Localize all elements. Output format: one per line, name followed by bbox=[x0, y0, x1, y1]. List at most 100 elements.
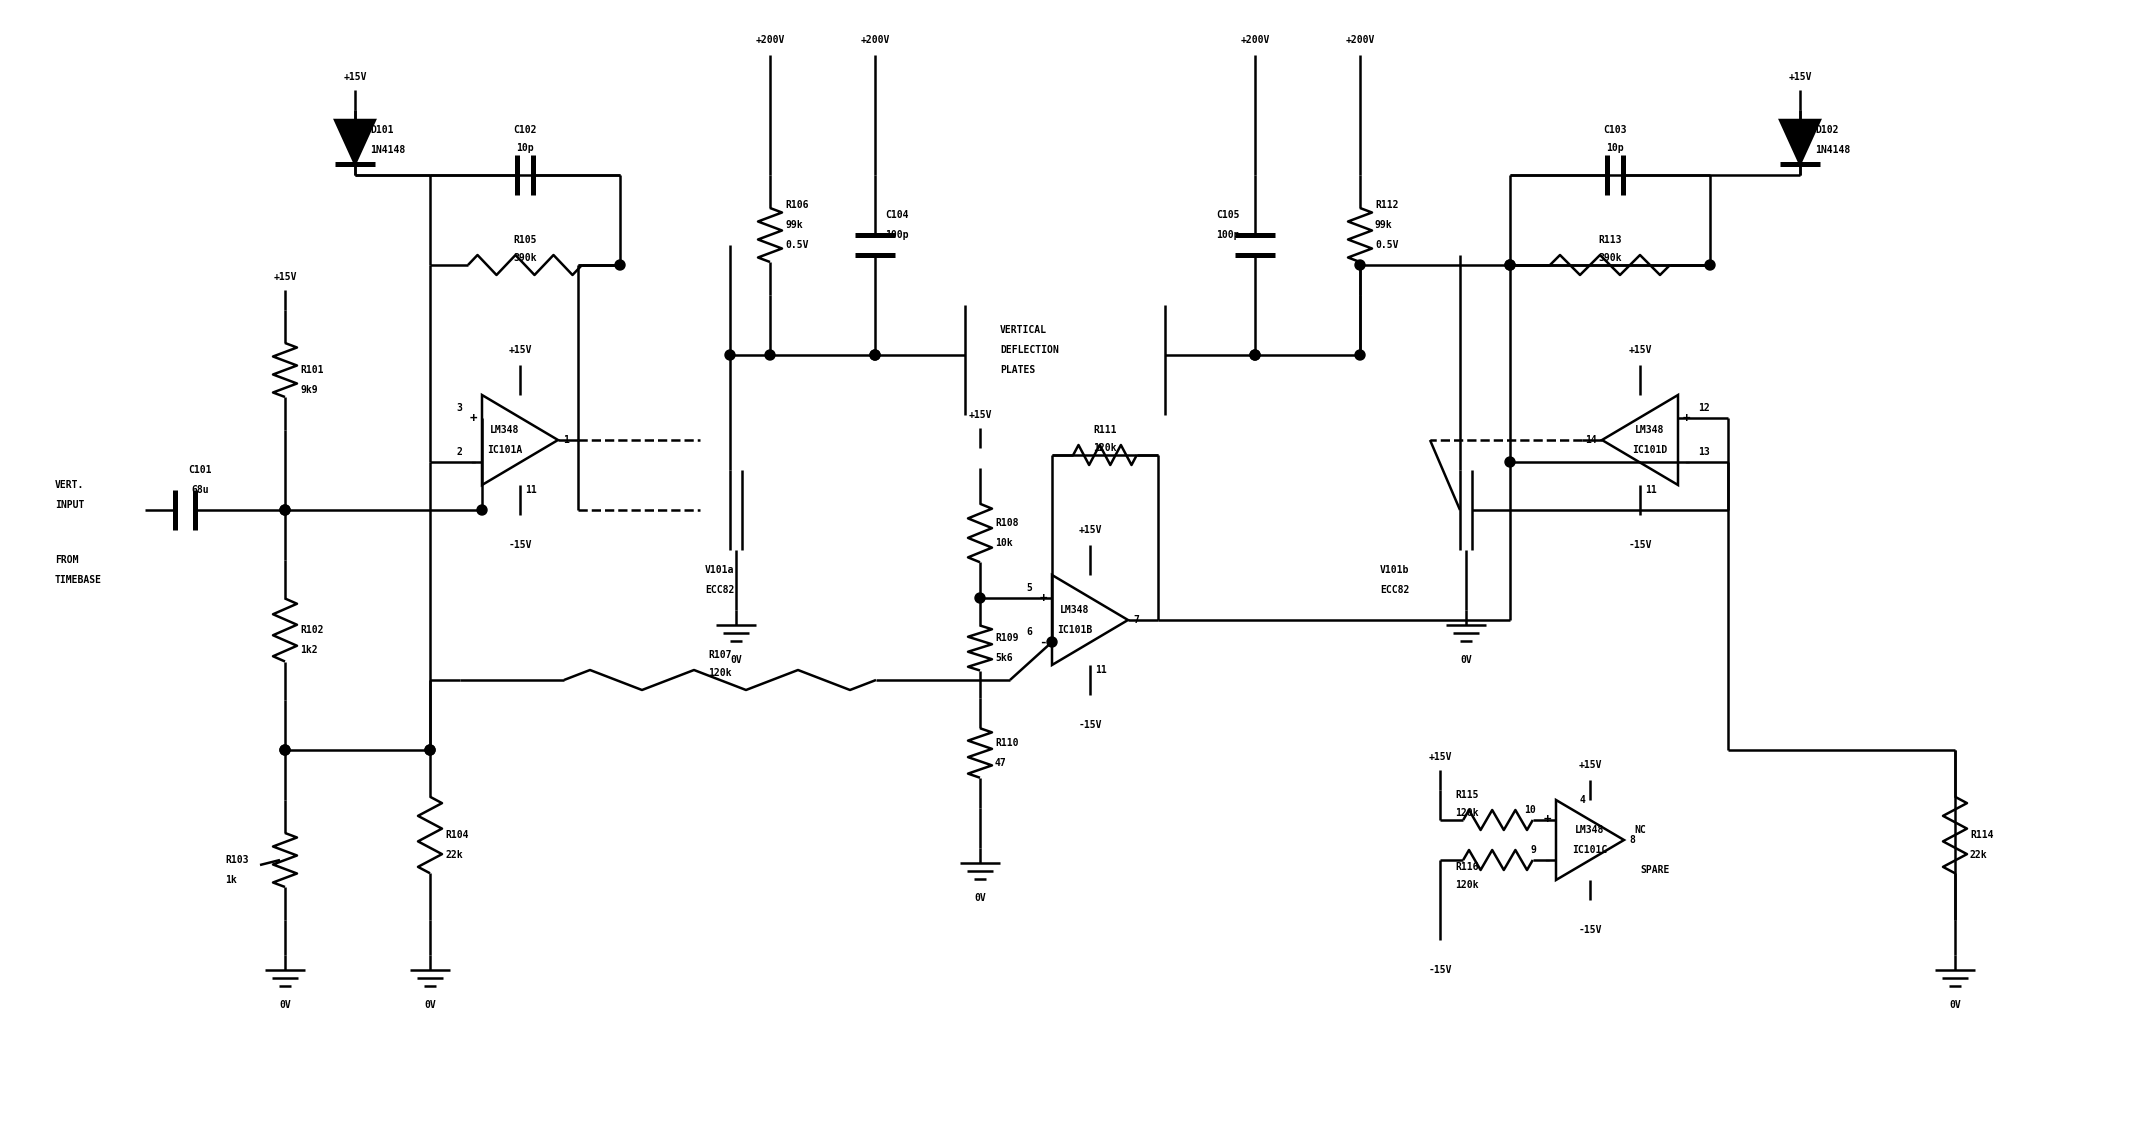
Text: ECC82: ECC82 bbox=[1380, 585, 1409, 595]
Text: -15V: -15V bbox=[1629, 540, 1652, 550]
Text: +: + bbox=[1039, 592, 1047, 605]
Text: 7: 7 bbox=[1133, 615, 1139, 625]
Text: 0V: 0V bbox=[975, 893, 986, 903]
Text: 13: 13 bbox=[1699, 447, 1710, 457]
Text: LM348: LM348 bbox=[1060, 605, 1090, 615]
Text: 68u: 68u bbox=[192, 485, 209, 495]
Text: C103: C103 bbox=[1603, 125, 1627, 135]
Circle shape bbox=[1505, 260, 1516, 270]
Text: 390k: 390k bbox=[513, 253, 537, 263]
Text: SPARE: SPARE bbox=[1639, 864, 1669, 875]
Text: 22k: 22k bbox=[445, 850, 462, 860]
Circle shape bbox=[1250, 350, 1260, 360]
Text: +15V: +15V bbox=[1629, 345, 1652, 355]
Circle shape bbox=[426, 745, 434, 755]
Circle shape bbox=[281, 505, 290, 515]
Circle shape bbox=[426, 745, 434, 755]
Polygon shape bbox=[334, 120, 375, 164]
Text: +200V: +200V bbox=[1346, 35, 1375, 45]
Text: ECC82: ECC82 bbox=[705, 585, 735, 595]
Text: R111: R111 bbox=[1094, 425, 1118, 435]
Text: +15V: +15V bbox=[1077, 526, 1101, 535]
Text: 5: 5 bbox=[1026, 583, 1033, 593]
Circle shape bbox=[281, 505, 290, 515]
Text: 9k9: 9k9 bbox=[300, 385, 317, 395]
Text: R103: R103 bbox=[226, 855, 249, 864]
Text: 0.5V: 0.5V bbox=[1375, 240, 1399, 250]
Text: DEFLECTION: DEFLECTION bbox=[1001, 345, 1058, 355]
Text: 120k: 120k bbox=[1454, 881, 1478, 890]
Text: 0.5V: 0.5V bbox=[786, 240, 809, 250]
Text: 47: 47 bbox=[994, 758, 1007, 768]
Text: R108: R108 bbox=[994, 518, 1018, 528]
Text: 1k: 1k bbox=[226, 875, 236, 885]
Text: FROM: FROM bbox=[55, 555, 79, 564]
Text: LM348: LM348 bbox=[490, 425, 519, 435]
Circle shape bbox=[1354, 350, 1365, 360]
Text: 10p: 10p bbox=[515, 143, 534, 153]
Circle shape bbox=[975, 593, 986, 603]
Text: -: - bbox=[1039, 635, 1047, 648]
Text: +: + bbox=[1544, 813, 1552, 827]
Circle shape bbox=[615, 260, 626, 270]
Text: 120k: 120k bbox=[1454, 808, 1478, 818]
Text: 11: 11 bbox=[1094, 665, 1107, 676]
Text: 1: 1 bbox=[562, 435, 568, 445]
Text: 99k: 99k bbox=[786, 220, 803, 230]
Text: V101a: V101a bbox=[705, 564, 735, 575]
Text: R104: R104 bbox=[445, 830, 468, 840]
Text: 3: 3 bbox=[456, 403, 462, 413]
Text: +: + bbox=[471, 411, 477, 425]
Text: +200V: +200V bbox=[860, 35, 890, 45]
Text: +15V: +15V bbox=[1578, 760, 1601, 769]
Text: 10: 10 bbox=[1524, 805, 1535, 815]
Text: IC101D: IC101D bbox=[1633, 445, 1667, 455]
Circle shape bbox=[1047, 637, 1056, 647]
Text: VERT.: VERT. bbox=[55, 480, 85, 490]
Text: -: - bbox=[1544, 853, 1552, 867]
Text: 10p: 10p bbox=[1605, 143, 1624, 153]
Text: 11: 11 bbox=[1646, 485, 1656, 495]
Circle shape bbox=[764, 350, 775, 360]
Text: 11: 11 bbox=[526, 485, 537, 495]
Text: NC: NC bbox=[1633, 826, 1646, 835]
Text: IC101C: IC101C bbox=[1573, 845, 1607, 855]
Text: +15V: +15V bbox=[969, 410, 992, 420]
Text: +15V: +15V bbox=[509, 345, 532, 355]
Circle shape bbox=[281, 745, 290, 755]
Text: 0V: 0V bbox=[730, 655, 741, 665]
Text: R105: R105 bbox=[513, 235, 537, 245]
Text: 12: 12 bbox=[1699, 403, 1710, 413]
Text: R116: R116 bbox=[1454, 862, 1478, 872]
Text: R106: R106 bbox=[786, 200, 809, 210]
Text: LM348: LM348 bbox=[1575, 826, 1605, 835]
Circle shape bbox=[281, 745, 290, 755]
Text: 0V: 0V bbox=[424, 1000, 436, 1010]
Text: C105: C105 bbox=[1216, 210, 1239, 220]
Circle shape bbox=[477, 505, 488, 515]
Text: +15V: +15V bbox=[1788, 72, 1812, 82]
Text: -: - bbox=[471, 456, 477, 468]
Circle shape bbox=[726, 350, 735, 360]
Text: 22k: 22k bbox=[1969, 850, 1988, 860]
Text: R114: R114 bbox=[1969, 830, 1993, 840]
Circle shape bbox=[1250, 350, 1260, 360]
Text: -15V: -15V bbox=[509, 540, 532, 550]
Circle shape bbox=[1354, 260, 1365, 270]
Text: +15V: +15V bbox=[1429, 752, 1452, 763]
Text: IC101A: IC101A bbox=[488, 445, 522, 455]
Text: C101: C101 bbox=[187, 465, 211, 475]
Text: LM348: LM348 bbox=[1635, 425, 1665, 435]
Circle shape bbox=[871, 350, 879, 360]
Text: 1k2: 1k2 bbox=[300, 645, 317, 655]
Circle shape bbox=[1705, 260, 1716, 270]
Text: R115: R115 bbox=[1454, 790, 1478, 800]
Text: +15V: +15V bbox=[273, 273, 296, 282]
Text: PLATES: PLATES bbox=[1001, 365, 1035, 376]
Text: 390k: 390k bbox=[1599, 253, 1622, 263]
Text: 1N4148: 1N4148 bbox=[370, 145, 405, 155]
Text: 0V: 0V bbox=[1460, 655, 1471, 665]
Polygon shape bbox=[1780, 120, 1820, 164]
Circle shape bbox=[1505, 457, 1516, 467]
Text: TIMEBASE: TIMEBASE bbox=[55, 575, 102, 585]
